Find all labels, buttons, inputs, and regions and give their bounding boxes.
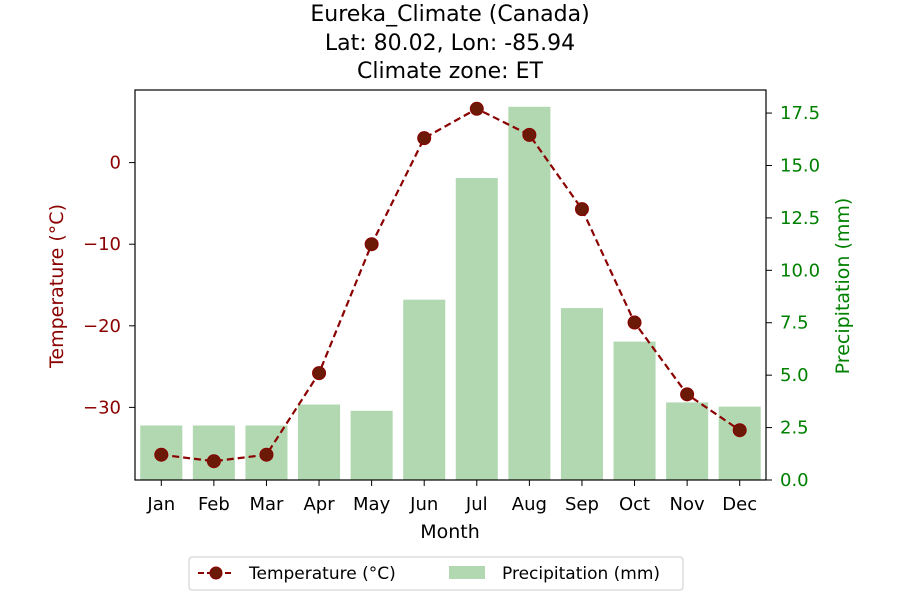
temperature-point-feb [206,454,221,469]
chart-title-line-3: Climate zone: ET [357,59,543,84]
temperature-point-jun [417,131,432,146]
chart-title-line-2: Lat: 80.02, Lon: -85.94 [325,31,575,56]
x-tick-label: Sep [565,494,599,515]
x-tick-label: Jul [465,494,488,515]
precipitation-bar-oct [613,341,656,480]
legend: Temperature (°C) Precipitation (mm) [188,556,684,591]
precipitation-bar-jul [455,178,498,480]
x-tick-label: Aug [512,494,547,515]
temperature-point-aug [522,127,537,142]
x-tick-label: Jan [146,494,175,515]
precipitation-bar-jun [403,299,446,480]
temperature-point-jul [469,101,484,116]
precipitation-bar-sep [560,308,603,480]
temperature-point-mar [259,447,274,462]
x-tick-label: May [353,494,391,515]
x-tick-label: Dec [722,494,757,515]
right-axis-label: Precipitation (mm) [832,198,854,375]
right-axis-ticks: 0.0 2.5 5.0 7.5 10.0 12.5 15.0 17.5 [766,103,820,491]
precipitation-bar-dec [718,406,761,480]
temperature-point-nov [680,387,695,402]
chart-title: Eureka_Climate (Canada) Lat: 80.02, Lon:… [310,2,589,84]
precipitation-bar-nov [666,402,709,480]
x-tick-label: Oct [619,494,650,515]
precipitation-bar-feb [192,425,235,480]
temperature-point-may [364,237,379,252]
right-tick-label: 17.5 [780,103,820,124]
left-tick-label: −30 [83,397,121,418]
temperature-line-path [161,107,741,463]
x-tick-label: Feb [198,494,230,515]
temperature-point-oct [627,315,642,330]
temperature-point-apr [312,366,327,381]
temperature-point-dec [732,423,747,438]
precipitation-bar-may [350,410,393,480]
legend-label-precipitation: Precipitation (mm) [502,564,660,584]
x-tick-label: Jun [409,494,438,515]
legend-box [188,556,684,591]
temperature-point-sep [574,202,589,217]
x-axis-ticks: Jan Feb Mar Apr May Jun Jul Aug Sep Oct Nov Dec [146,480,757,515]
precipitation-bar-aug [508,106,551,480]
temperature-point-jan [154,447,169,462]
right-tick-label: 2.5 [780,418,809,439]
x-tick-label: Apr [303,494,335,515]
left-tick-label: −10 [83,234,121,255]
left-tick-label: 0 [110,153,121,174]
right-tick-label: 10.0 [780,260,820,281]
legend-marker-swatch [209,566,223,580]
left-axis-label: Temperature (°C) [46,204,68,369]
x-axis-label: Month [420,521,480,543]
left-tick-label: −20 [83,316,121,337]
precipitation-bar-apr [298,404,341,480]
x-tick-label: Mar [249,494,284,515]
right-tick-label: 0.0 [780,470,809,491]
legend-label-temperature: Temperature (°C) [248,564,396,584]
chart-title-line-1: Eureka_Climate (Canada) [310,2,589,27]
right-tick-label: 12.5 [780,208,820,229]
precipitation-bars [140,106,761,480]
legend-bar-swatch [449,566,485,579]
left-axis-ticks: −30 −20 −10 0 [83,153,135,418]
temperature-line [154,101,747,469]
right-tick-label: 5.0 [780,365,809,386]
right-tick-label: 15.0 [780,155,820,176]
x-tick-label: Nov [670,494,705,515]
plot-area-frame [134,89,767,481]
right-tick-label: 7.5 [780,313,809,334]
